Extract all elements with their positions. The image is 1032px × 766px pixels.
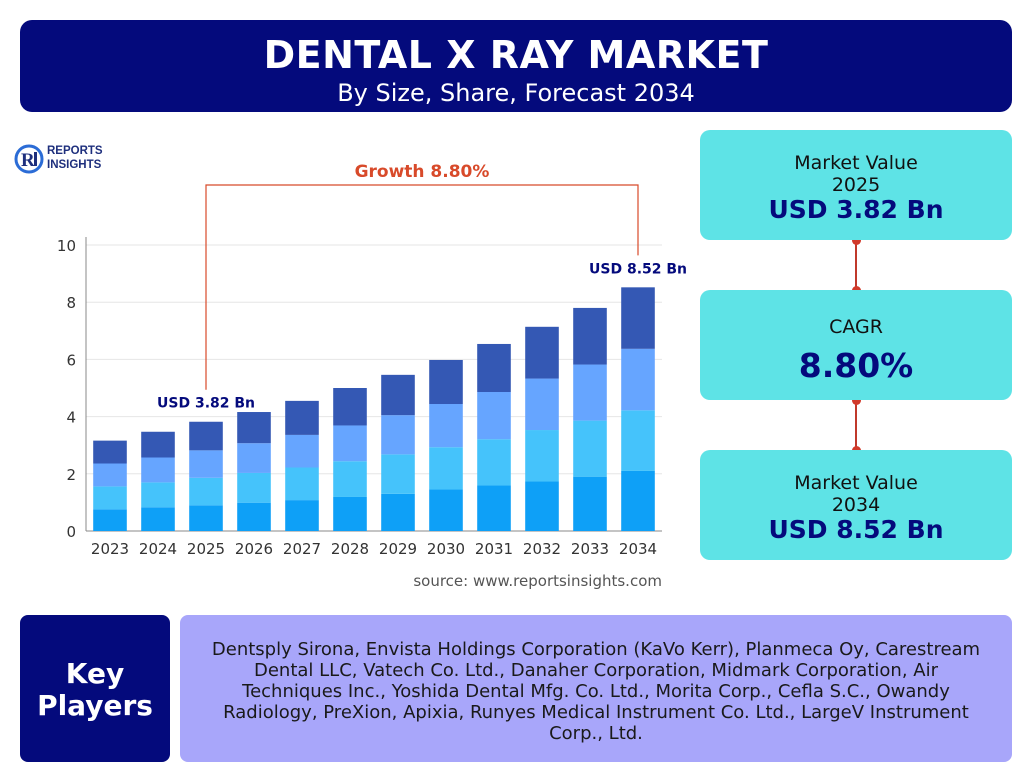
logo-text-line1: REPORTS — [47, 145, 103, 157]
bar-segment — [189, 505, 223, 531]
bar-segment — [621, 287, 655, 349]
bar-value-label: USD 8.52 Bn — [589, 261, 687, 277]
bar-segment — [141, 457, 175, 483]
bar-segment — [333, 425, 367, 462]
bar-segment — [333, 461, 367, 497]
x-tick-label: 2028 — [331, 540, 369, 558]
x-tick-label: 2023 — [91, 540, 129, 558]
x-tick-label: 2026 — [235, 540, 273, 558]
bar-segment — [237, 443, 271, 473]
bar-segment — [477, 343, 511, 393]
logo-text-line2: INSIGHTS — [47, 159, 102, 171]
bar-segment — [573, 476, 607, 531]
connector-dot — [851, 235, 861, 245]
bar-segment — [525, 326, 559, 379]
bar-segment — [429, 359, 463, 405]
bar-segment — [189, 450, 223, 478]
bar-segment — [381, 493, 415, 531]
bar-segment — [93, 486, 127, 510]
cagr-card: CAGR 8.80% — [700, 290, 1012, 400]
key-players-label-box: Key Players — [20, 615, 170, 762]
logo-mark-icon: R — [14, 144, 44, 174]
bar-segment — [573, 364, 607, 421]
bar-segment — [285, 434, 319, 468]
page-title: DENTAL X RAY MARKET — [263, 33, 769, 77]
bar-segment — [381, 374, 415, 416]
bar-segment — [525, 430, 559, 482]
bar-segment — [525, 481, 559, 531]
card-value: USD 3.82 Bn — [768, 195, 944, 224]
x-tick-label: 2024 — [139, 540, 177, 558]
bar-segment — [477, 439, 511, 486]
card-connector-2 — [855, 400, 857, 450]
growth-label: Growth 8.80% — [355, 162, 490, 182]
card-connector-1 — [855, 240, 857, 290]
y-tick-label: 0 — [66, 523, 76, 541]
bar-segment — [189, 477, 223, 506]
bar-segment — [237, 502, 271, 531]
y-tick-label: 10 — [57, 237, 76, 255]
y-tick-label: 6 — [66, 351, 76, 369]
bar-segment — [189, 421, 223, 451]
x-tick-label: 2029 — [379, 540, 417, 558]
bar-segment — [429, 404, 463, 448]
bar-segment — [621, 410, 655, 471]
bar-segment — [93, 440, 127, 464]
market-value-2034-card: Market Value 2034 USD 8.52 Bn — [700, 450, 1012, 560]
bar-value-label: USD 3.82 Bn — [157, 396, 255, 412]
card-value: USD 8.52 Bn — [768, 515, 944, 544]
x-tick-label: 2034 — [619, 540, 657, 558]
bar-segment — [477, 392, 511, 440]
bar-segment — [381, 415, 415, 455]
card-year: 2025 — [831, 174, 881, 196]
market-bar-chart: 0 2 4 6 8 10 2023 2024 2025 2026 2027 2028 2029 2030 2… — [57, 162, 687, 590]
connector-dot — [851, 395, 861, 405]
bar-segment — [573, 420, 607, 477]
page-subtitle: By Size, Share, Forecast 2034 — [337, 79, 695, 107]
bar-segment — [333, 496, 367, 531]
reports-insights-logo: R REPORTS INSIGHTS — [14, 143, 134, 179]
bar-segment — [429, 447, 463, 490]
bar-segment — [237, 472, 271, 503]
x-tick-label: 2025 — [187, 540, 225, 558]
bar-segment — [621, 348, 655, 411]
y-tick-label: 2 — [66, 466, 76, 484]
key-players-title-line1: Key — [65, 657, 125, 690]
bar-segment — [141, 482, 175, 508]
bar-segment — [141, 431, 175, 458]
bar-segment — [93, 509, 127, 531]
y-tick-label: 4 — [66, 409, 76, 427]
x-tick-label: 2032 — [523, 540, 561, 558]
card-label: Market Value — [794, 152, 918, 174]
card-value: 8.80% — [798, 346, 914, 385]
bar-segment — [477, 485, 511, 531]
source-text: source: www.reportsinsights.com — [413, 572, 662, 590]
bar-segment — [621, 470, 655, 531]
bar-segment — [429, 489, 463, 531]
card-year: 2034 — [831, 494, 881, 516]
bar-segment — [333, 388, 367, 426]
x-tick-label: 2033 — [571, 540, 609, 558]
bar-segment — [381, 454, 415, 494]
key-players-list: Dentsply Sirona, Envista Holdings Corpor… — [180, 615, 1012, 762]
x-tick-label: 2031 — [475, 540, 513, 558]
bar-segment — [237, 412, 271, 444]
x-tick-label: 2030 — [427, 540, 465, 558]
key-players-title-line2: Players — [37, 689, 153, 722]
bar-segment — [573, 307, 607, 365]
x-tick-label: 2027 — [283, 540, 321, 558]
bar-segment — [141, 507, 175, 531]
svg-text:R: R — [21, 150, 35, 171]
market-value-2025-card: Market Value 2025 USD 3.82 Bn — [700, 130, 1012, 240]
bar-segment — [93, 463, 127, 487]
header-banner: DENTAL X RAY MARKET By Size, Share, Fore… — [20, 20, 1012, 112]
growth-bracket — [205, 184, 639, 390]
bar-segment — [285, 467, 319, 501]
y-tick-label: 8 — [66, 294, 76, 312]
bar-segment — [285, 400, 319, 435]
bar-segment — [285, 500, 319, 531]
bar-segment — [525, 378, 559, 431]
card-label: Market Value — [794, 472, 918, 494]
card-label: CAGR — [829, 316, 883, 338]
